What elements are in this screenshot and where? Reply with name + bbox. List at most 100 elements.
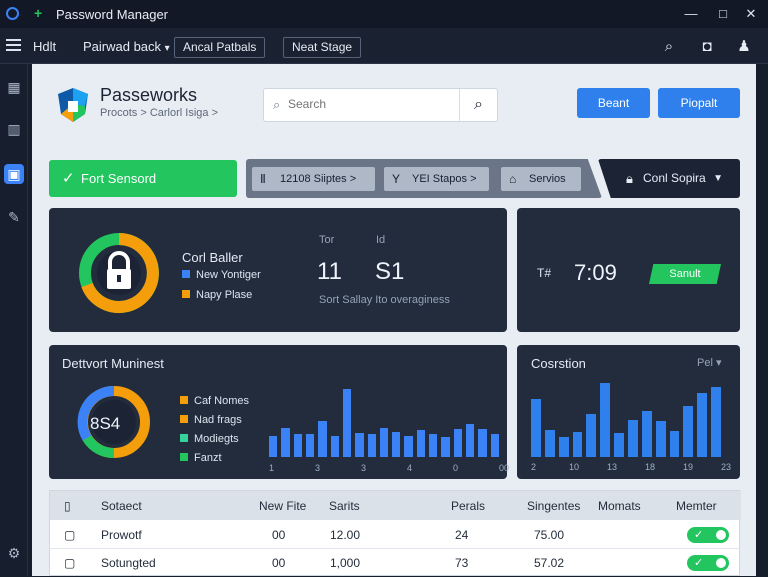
chevron-down-icon: ▼ bbox=[713, 173, 723, 184]
legend-item-fanzt: Fanzt bbox=[180, 452, 222, 464]
column-header-memter[interactable]: Memter bbox=[676, 499, 717, 513]
user-icon[interactable]: ♟ bbox=[737, 38, 751, 55]
search-icon[interactable]: ⌕ bbox=[664, 38, 674, 55]
management-x-axis: 1 3 3 4 0 00 bbox=[269, 463, 509, 475]
table-row[interactable] bbox=[50, 520, 741, 549]
menu-item-password-back-label: Pairwad back bbox=[83, 39, 162, 54]
close-button[interactable]: ✕ bbox=[745, 6, 757, 21]
filter-pill-services[interactable]: ⌂ Servios bbox=[501, 167, 581, 191]
management-bar bbox=[330, 435, 339, 457]
management-bar bbox=[305, 434, 315, 457]
correlation-tick-label: 23 bbox=[721, 462, 732, 472]
correlation-bar bbox=[655, 420, 666, 457]
metric-value-tor: 11 bbox=[317, 258, 342, 285]
clock-action-button[interactable]: Sanult bbox=[649, 264, 721, 284]
row-checkbox[interactable]: ▢ bbox=[64, 556, 76, 570]
table-cell-new-file: 00 bbox=[272, 528, 286, 542]
chevron-down-icon: ▾ bbox=[164, 43, 170, 54]
correlation-dropdown[interactable]: Pel ▾ bbox=[697, 357, 722, 369]
table-cell-perals: 73 bbox=[455, 556, 469, 570]
menu-item-hdlt[interactable]: Hdlt bbox=[33, 39, 57, 54]
management-tick-label: 4 bbox=[407, 463, 413, 473]
correlation-title: Cosrstion bbox=[531, 356, 586, 371]
summary-title: Corl Baller bbox=[182, 250, 243, 265]
summary-card: Corl Baller New Yontiger Napy Plase Tor … bbox=[49, 208, 507, 332]
filter-pill-status[interactable]: Y YEI Stapos > bbox=[384, 167, 489, 191]
chat-icon: ⌂ bbox=[509, 172, 517, 186]
management-bar bbox=[416, 429, 426, 457]
column-header-sarits[interactable]: Sarits bbox=[329, 499, 360, 513]
check-icon: ✓ bbox=[694, 557, 704, 569]
menu-bar: Hdlt Pairwad back ▾ Ancal Patbals Neat S… bbox=[0, 28, 768, 64]
gear-icon[interactable]: ⚙ bbox=[7, 545, 21, 561]
management-tick-label: 0 bbox=[453, 463, 459, 473]
primary-action-button[interactable]: ✓ Fort Sensord bbox=[49, 160, 237, 197]
menu-item-neat-stage[interactable]: Neat Stage bbox=[283, 37, 362, 58]
menu-item-anzal-patbals[interactable]: Ancal Patbals bbox=[174, 37, 266, 58]
column-header-select[interactable]: Sotaect bbox=[101, 499, 142, 513]
table-cell-sarits: 1,000 bbox=[330, 556, 361, 570]
minimize-button[interactable]: — bbox=[684, 6, 698, 21]
management-bar bbox=[342, 389, 352, 457]
legend-item-nad: Nad frags bbox=[180, 414, 242, 426]
breadcrumb[interactable]: Procots > Carlorl Isiga > bbox=[100, 107, 218, 119]
check-icon: ✓ bbox=[694, 529, 704, 541]
menu-item-password-back[interactable]: Pairwad back ▾ bbox=[83, 39, 170, 54]
legend-item-new: New Yontiger bbox=[182, 269, 261, 281]
correlation-tick-label: 2 bbox=[531, 462, 537, 472]
correlation-bar bbox=[683, 406, 694, 457]
control-dropdown[interactable]: 🔒︎ Conl Sopira ▼ bbox=[598, 159, 740, 198]
camera-icon[interactable]: ◘ bbox=[702, 38, 712, 55]
table-cell-name: Sotungted bbox=[101, 556, 156, 570]
column-header-perals[interactable]: Perals bbox=[451, 499, 486, 513]
lock-icon[interactable]: ▣ bbox=[4, 164, 24, 184]
search-icon: ⌕ bbox=[273, 97, 281, 112]
management-title: Dettvort Muninest bbox=[62, 356, 164, 371]
summary-note: Sort Sallay Ito overaginess bbox=[319, 294, 450, 306]
table-cell-perals: 24 bbox=[455, 528, 469, 542]
member-toggle[interactable]: ✓ bbox=[687, 527, 729, 543]
management-bar-chart bbox=[269, 389, 499, 457]
correlation-tick-label: 13 bbox=[607, 462, 618, 472]
legend-item-caf: Caf Nomes bbox=[180, 395, 249, 407]
correlation-bar bbox=[614, 432, 624, 457]
management-bar bbox=[281, 428, 290, 457]
search-input[interactable] bbox=[288, 97, 448, 111]
legend-item-modiegts: Modiegts bbox=[180, 433, 239, 445]
clock-time: 7:09 bbox=[574, 260, 617, 285]
column-header-momats[interactable]: Momats bbox=[598, 499, 641, 513]
correlation-tick-label: 19 bbox=[683, 462, 694, 472]
search-button[interactable]: ⌕ bbox=[459, 89, 497, 121]
column-header-new-file[interactable]: New Fite bbox=[259, 499, 307, 513]
management-bar bbox=[392, 432, 401, 457]
filter-pill-sites[interactable]: Ⅱ 12108 Siiptes > bbox=[252, 167, 375, 191]
search-bar[interactable]: ⌕ ⌕ bbox=[263, 88, 498, 122]
filter-strip: Ⅱ 12108 Siiptes > Y YEI Stapos > ⌂ Servi… bbox=[246, 159, 602, 198]
correlation-bar bbox=[711, 386, 721, 457]
app-brand-name: Passeworks bbox=[100, 85, 198, 105]
sidebar: ▦ ▥ ▣ ✎ ⚙ bbox=[0, 64, 28, 576]
management-tick-label: 3 bbox=[315, 463, 321, 473]
grid-icon[interactable]: ▦ bbox=[7, 79, 21, 95]
security-donut-chart bbox=[79, 233, 159, 313]
lock-icon: 🔒︎ bbox=[626, 171, 633, 186]
table-cell-name: Prowotf bbox=[101, 528, 142, 542]
management-tick-label: 3 bbox=[361, 463, 367, 473]
correlation-bar bbox=[641, 410, 652, 457]
row-checkbox[interactable]: ▢ bbox=[64, 528, 76, 542]
member-toggle[interactable]: ✓ bbox=[687, 555, 729, 571]
select-column-icon[interactable]: ▯ bbox=[64, 499, 71, 513]
check-icon: ✓ bbox=[62, 170, 75, 187]
piopalt-button[interactable]: Piopalt bbox=[658, 88, 740, 118]
management-bar bbox=[355, 432, 364, 457]
plus-icon: + bbox=[34, 5, 43, 21]
menu-icon[interactable] bbox=[6, 39, 21, 51]
correlation-x-axis: 2 10 13 18 19 23 bbox=[531, 462, 731, 474]
book-icon[interactable]: ▥ bbox=[7, 121, 21, 137]
correlation-bar-chart bbox=[531, 383, 721, 457]
settings-icon[interactable]: ✎ bbox=[8, 209, 20, 225]
beant-button[interactable]: Beant bbox=[577, 88, 650, 118]
column-header-singentes[interactable]: Singentes bbox=[527, 499, 581, 513]
maximize-button[interactable]: □ bbox=[719, 6, 727, 21]
data-table: ▯ Sotaect New Fite Sarits Perals Singent… bbox=[49, 490, 741, 576]
